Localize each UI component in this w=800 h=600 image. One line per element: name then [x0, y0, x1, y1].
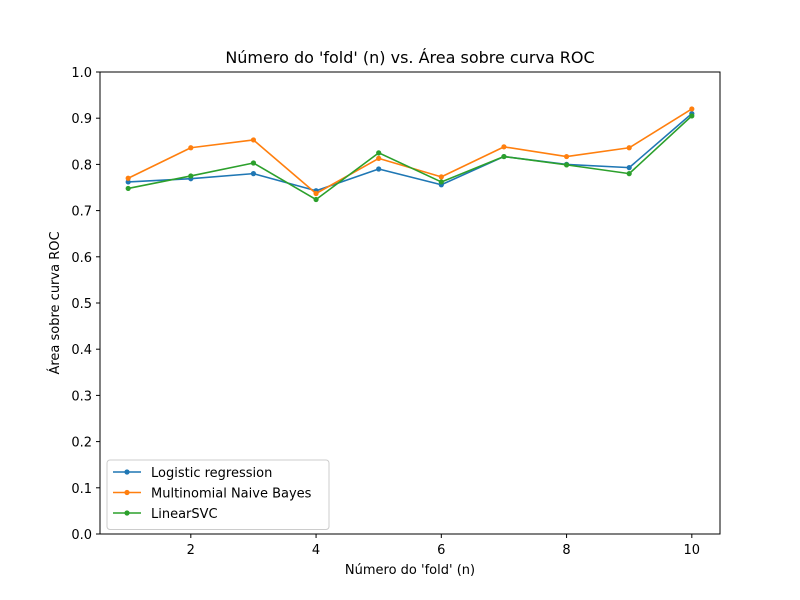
- data-point: [438, 179, 444, 185]
- legend: Logistic regression Multinomial Naive Bay…: [106, 459, 330, 530]
- data-point: [376, 166, 382, 172]
- data-point: [188, 145, 194, 151]
- data-point: [626, 165, 632, 171]
- series-line: [128, 115, 693, 201]
- x-tick-label: 6: [437, 543, 445, 558]
- data-point: [125, 179, 131, 185]
- series-group: [125, 113, 695, 203]
- data-point: [689, 106, 695, 112]
- legend-box: [106, 459, 330, 530]
- legend-label: Multinomial Naive Bayes: [151, 487, 312, 502]
- y-tick-label: 0.4: [71, 343, 92, 358]
- y-axis-title: Área sobre curva ROC: [47, 231, 63, 374]
- legend-label: LinearSVC: [151, 507, 218, 522]
- data-point: [250, 171, 257, 177]
- x-axis-title: Número do 'fold' (n): [345, 563, 475, 578]
- data-point: [313, 190, 319, 197]
- chart-title: Número do 'fold' (n) vs. Área sobre curv…: [225, 48, 594, 67]
- x-tick-label: 2: [187, 543, 195, 558]
- legend-marker: [124, 510, 130, 516]
- y-axis-ticks: 0.0 0.1 0.2 0.3 0.4 0.5 0.6 0.7 0.8 0.9 1.0: [71, 66, 100, 543]
- y-tick-label: 0.9: [71, 112, 92, 127]
- x-tick-label: 4: [312, 543, 320, 558]
- y-tick-label: 0.7: [71, 205, 92, 220]
- legend-label: Logistic regression: [151, 466, 272, 481]
- data-point: [626, 145, 632, 151]
- x-axis-ticks: 2 4 6 8 10: [187, 534, 700, 558]
- data-point: [313, 196, 319, 203]
- data-point: [125, 175, 131, 181]
- data-point: [376, 150, 382, 156]
- data-point: [125, 185, 131, 192]
- y-tick-label: 1.0: [71, 66, 92, 81]
- data-point: [563, 153, 570, 160]
- y-tick-label: 0.2: [71, 436, 92, 451]
- data-point: [501, 144, 507, 150]
- data-point: [250, 160, 257, 166]
- y-tick-label: 0.6: [71, 251, 92, 266]
- data-point: [689, 113, 695, 119]
- data-point: [438, 174, 444, 180]
- data-point: [250, 137, 257, 143]
- x-tick-label: 8: [562, 543, 570, 558]
- data-point: [376, 155, 382, 161]
- series-lines: [125, 106, 695, 203]
- data-point: [501, 153, 507, 160]
- y-tick-label: 0.0: [71, 528, 92, 543]
- x-tick-label: 10: [684, 543, 701, 558]
- data-point: [188, 173, 194, 179]
- y-tick-label: 0.5: [71, 297, 92, 312]
- legend-marker: [124, 489, 130, 496]
- series-line: [128, 112, 693, 192]
- legend-marker: [124, 469, 130, 475]
- data-point: [626, 171, 632, 177]
- data-point: [563, 162, 570, 168]
- y-tick-label: 0.8: [71, 158, 92, 173]
- y-tick-label: 0.3: [71, 389, 92, 404]
- y-tick-label: 0.1: [71, 482, 92, 497]
